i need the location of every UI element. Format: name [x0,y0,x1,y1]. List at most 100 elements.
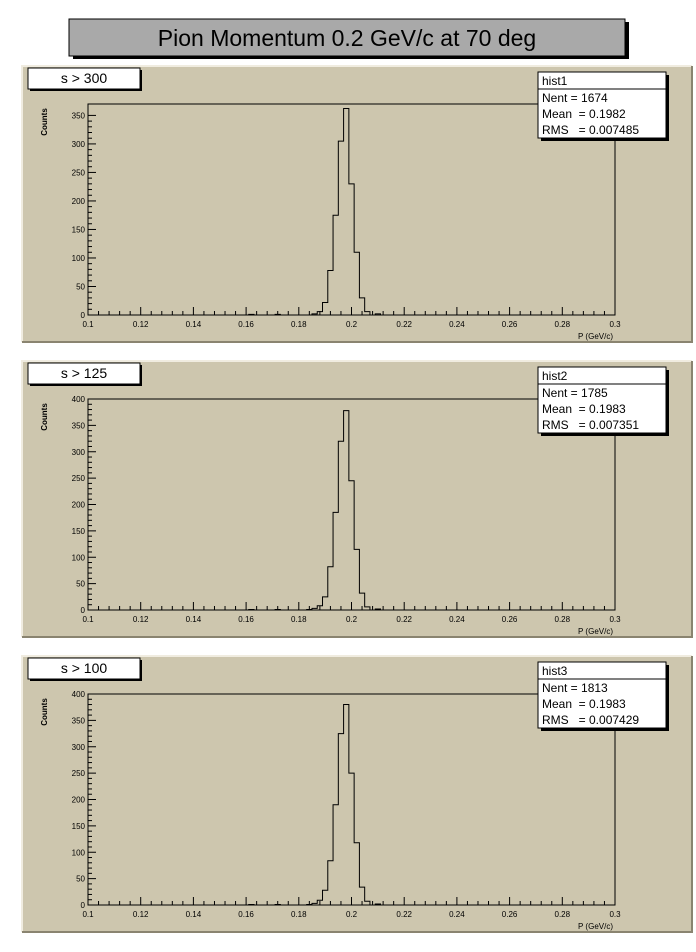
histogram-pad-3: 0 50 100 150 200 250 300 350 400 0.1 0.12 0.14 0.16 0… [21,655,693,933]
x-tick-label: 0.2 [346,615,358,624]
cut-label: s > 300 [61,70,108,86]
x-tick-label: 0.24 [449,910,465,919]
y-tick-label: 100 [72,848,86,857]
x-tick-label: 0.3 [609,320,621,329]
x-tick-label: 0.12 [133,320,149,329]
y-tick-label: 200 [72,501,86,510]
x-tick-label: 0.3 [609,615,621,624]
x-tick-label: 0.16 [238,320,254,329]
histogram-outline [248,704,381,905]
histogram-pad-2: 0 50 100 150 200 250 300 350 400 0.1 0.12 0.14 0.16 0… [21,360,693,638]
x-tick-label: 0.28 [555,320,571,329]
x-tick-label: 0.12 [133,615,149,624]
x-tick-label: 0.28 [555,615,571,624]
x-tick-label: 0.24 [449,615,465,624]
y-axis-label: Counts [40,108,49,136]
stats-box [537,71,667,139]
x-tick-label: 0.2 [346,910,358,919]
x-tick-label: 0.16 [238,615,254,624]
chart-pads: 0 50 100 150 200 250 300 350 0.1 0.12 0.14 0.16 0.18… [21,65,693,933]
histogram-outline [248,108,381,315]
y-tick-label: 200 [72,796,86,805]
y-tick-label: 300 [72,448,86,457]
stats-rms: RMS = 0.007485 [542,123,639,137]
y-tick-label: 350 [72,716,86,725]
y-tick-label: 250 [72,474,86,483]
pad-bevel-light [21,360,692,637]
y-axis-label: Counts [40,403,49,431]
x-tick-label: 0.1 [82,320,94,329]
x-tick-label: 0.14 [186,910,202,919]
x-axis-label: P (GeV/c) [578,627,613,636]
y-tick-label: 100 [72,254,86,263]
y-tick-label: 200 [72,197,86,206]
pad-bevel-dark [22,66,693,343]
stats-mean: Mean = 0.1983 [542,402,626,416]
y-tick-label: 250 [72,769,86,778]
stats-nent: Nent = 1674 [542,91,608,105]
y-tick-label: 0 [81,311,86,320]
y-tick-label: 50 [76,875,85,884]
y-tick-label: 50 [76,282,85,291]
histogram-outline [248,410,381,610]
stats-name: hist3 [542,664,568,678]
stats-name: hist2 [542,369,568,383]
stats-nent: Nent = 1785 [542,386,608,400]
y-tick-label: 150 [72,225,86,234]
pad-bevel-dark [22,656,693,933]
stats-box [537,366,667,434]
y-tick-label: 350 [72,111,86,120]
histogram-pad-1: 0 50 100 150 200 250 300 350 0.1 0.12 0.14 0.16 0.18… [21,65,693,343]
pad-bevel-light [21,65,692,342]
x-tick-label: 0.18 [291,910,307,919]
y-tick-label: 300 [72,140,86,149]
x-tick-label: 0.3 [609,910,621,919]
y-tick-label: 400 [72,395,86,404]
stats-rms: RMS = 0.007429 [542,713,639,727]
stats-nent: Nent = 1813 [542,681,608,695]
y-axis-label: Counts [40,698,49,726]
cut-label-box [27,67,141,90]
x-tick-label: 0.26 [502,320,518,329]
stats-mean: Mean = 0.1983 [542,697,626,711]
y-tick-label: 400 [72,690,86,699]
y-tick-label: 150 [72,822,86,831]
cut-label-box [27,657,141,680]
cut-label-box [27,362,141,385]
cut-label: s > 125 [61,365,108,381]
stats-box [537,661,667,729]
pad-bevel-dark [22,361,693,638]
x-tick-label: 0.12 [133,910,149,919]
x-tick-label: 0.22 [396,910,412,919]
x-tick-label: 0.22 [396,615,412,624]
cut-label: s > 100 [61,660,108,676]
y-tick-label: 350 [72,421,86,430]
y-tick-label: 250 [72,168,86,177]
x-tick-label: 0.24 [449,320,465,329]
x-axis-label: P (GeV/c) [578,922,613,931]
y-tick-label: 0 [81,901,86,910]
x-tick-label: 0.26 [502,615,518,624]
x-axis-label: P (GeV/c) [578,332,613,341]
title-frame [68,18,626,57]
y-tick-label: 0 [81,606,86,615]
x-tick-label: 0.26 [502,910,518,919]
x-tick-label: 0.16 [238,910,254,919]
page-title: Pion Momentum 0.2 GeV/c at 70 deg [158,25,536,51]
title-box: Pion Momentum 0.2 GeV/c at 70 deg [68,18,629,59]
y-tick-label: 100 [72,553,86,562]
stats-mean: Mean = 0.1982 [542,107,626,121]
y-tick-label: 300 [72,743,86,752]
x-tick-label: 0.1 [82,910,94,919]
stats-name: hist1 [542,74,568,88]
y-tick-label: 50 [76,580,85,589]
x-tick-label: 0.14 [186,320,202,329]
x-tick-label: 0.1 [82,615,94,624]
pad-bevel-light [21,655,692,932]
x-tick-label: 0.22 [396,320,412,329]
x-tick-label: 0.18 [291,320,307,329]
stats-rms: RMS = 0.007351 [542,418,639,432]
x-tick-label: 0.2 [346,320,358,329]
x-tick-label: 0.18 [291,615,307,624]
